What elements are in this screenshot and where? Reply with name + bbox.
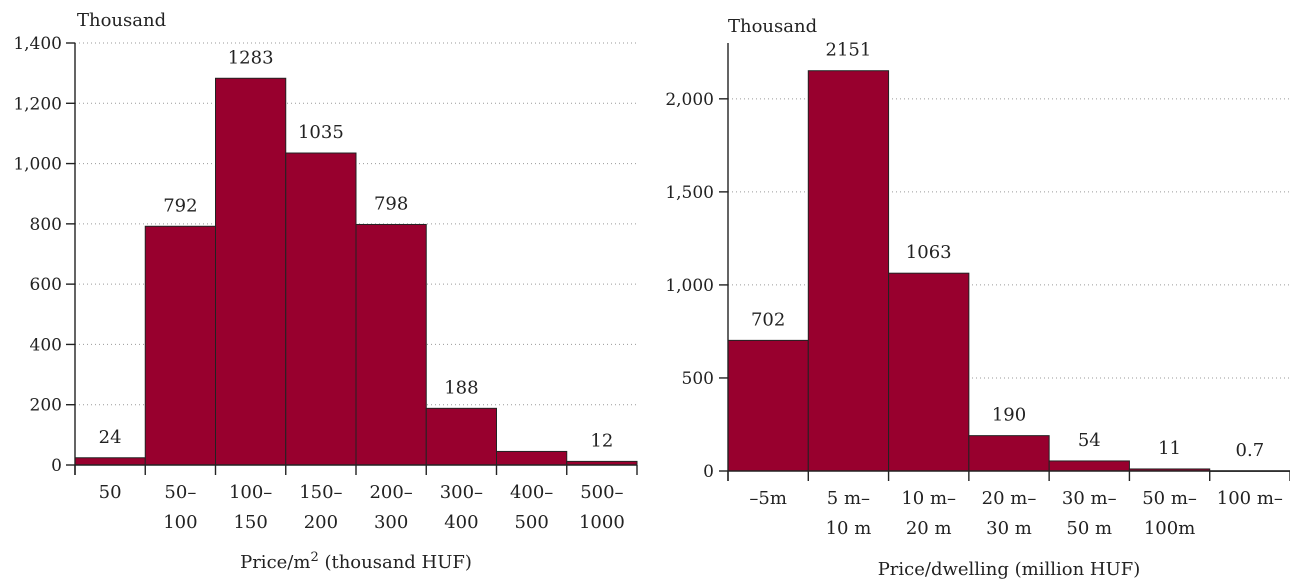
- x-tick-label: 100m: [1144, 518, 1195, 539]
- bar: [215, 77, 287, 466]
- data-label: 1035: [298, 122, 344, 143]
- y-tick-label: 2,000: [665, 90, 714, 110]
- x-tick-label: 10 m: [826, 518, 872, 539]
- data-label: 190: [992, 405, 1026, 426]
- bar: [727, 339, 809, 472]
- x-tick-label: 150: [233, 512, 267, 533]
- data-label: 54: [1078, 430, 1101, 451]
- bar: [144, 225, 216, 466]
- x-tick-label: 30 m: [986, 518, 1032, 539]
- bar: [355, 223, 427, 466]
- y-tick-label: 0: [703, 462, 714, 482]
- y-tick-label: 0: [51, 456, 62, 476]
- bar: [496, 450, 568, 466]
- bar: [807, 70, 890, 472]
- data-label: 0.7: [1236, 440, 1265, 461]
- y-tick-label: 1,500: [665, 183, 714, 203]
- x-tick-label: 50 m: [1066, 518, 1112, 539]
- data-label: 702: [751, 309, 785, 330]
- data-label: 188: [444, 377, 478, 398]
- x-tick-label: 400–: [510, 482, 553, 503]
- x-tick-label: 50 m–: [1142, 488, 1197, 509]
- x-axis-label: Price/m2 (thousand HUF): [240, 550, 472, 574]
- x-tick-label: –5m: [749, 488, 787, 509]
- x-tick-label: 400: [444, 512, 478, 533]
- bar: [74, 457, 146, 466]
- bar: [1048, 460, 1130, 472]
- x-tick-label: 30 m–: [1062, 488, 1117, 509]
- x-tick-label: 300–: [440, 482, 483, 503]
- x-tick-label: 100 m–: [1217, 488, 1283, 509]
- x-axis-label: Price/dwelling (million HUF): [878, 559, 1141, 580]
- x-tick-label: 300: [374, 512, 408, 533]
- x-tick-label: 200–: [369, 482, 412, 503]
- y-tick-label: 500: [682, 369, 714, 389]
- data-label: 798: [374, 193, 408, 214]
- x-tick-label: 1000: [579, 512, 625, 533]
- chart-price-per-dwelling: Thousand 0 500 1,000 1,500 2,000 702 –5m 2151 5 m…: [665, 16, 1290, 580]
- y-tick-label: 600: [30, 275, 62, 295]
- x-tick-label: 200: [304, 512, 338, 533]
- bar: [968, 435, 1050, 472]
- y-tick-label: 1,400: [13, 34, 62, 54]
- x-tick-label: 5 m–: [827, 488, 870, 509]
- x-tick-label: 500–: [580, 482, 623, 503]
- y-tick-label: 400: [30, 335, 62, 355]
- data-label: 2151: [826, 40, 872, 61]
- x-tick-label: 10 m–: [901, 488, 956, 509]
- x-tick-label: 500: [514, 512, 548, 533]
- data-label: 1283: [228, 47, 274, 68]
- unit-label: Thousand: [77, 10, 166, 31]
- bar: [888, 272, 970, 472]
- data-label: 24: [99, 427, 122, 448]
- x-tick-label: 50–: [164, 482, 196, 503]
- x-tick-label: 100–: [229, 482, 272, 503]
- chart-price-per-m2: Thousand 0 200 400 600 800 1,000 1,200 1,400 24 50…: [13, 10, 638, 574]
- x-tick-label: 150–: [299, 482, 342, 503]
- y-tick-label: 800: [30, 215, 62, 235]
- data-label: 1063: [906, 242, 952, 263]
- x-tick-label: 50: [99, 482, 122, 503]
- bar: [285, 152, 357, 466]
- unit-label: Thousand: [728, 16, 817, 37]
- x-tick-label: 20 m–: [982, 488, 1037, 509]
- bar: [425, 407, 497, 466]
- data-label: 11: [1158, 438, 1181, 459]
- y-tick-label: 1,200: [13, 94, 62, 114]
- data-label: 792: [163, 195, 197, 216]
- data-label: 12: [590, 430, 613, 451]
- y-tick-label: 1,000: [13, 155, 62, 175]
- x-tick-label: 100: [163, 512, 197, 533]
- y-tick-label: 1,000: [665, 276, 714, 296]
- y-tick-label: 200: [30, 396, 62, 416]
- x-tick-label: 20 m: [906, 518, 952, 539]
